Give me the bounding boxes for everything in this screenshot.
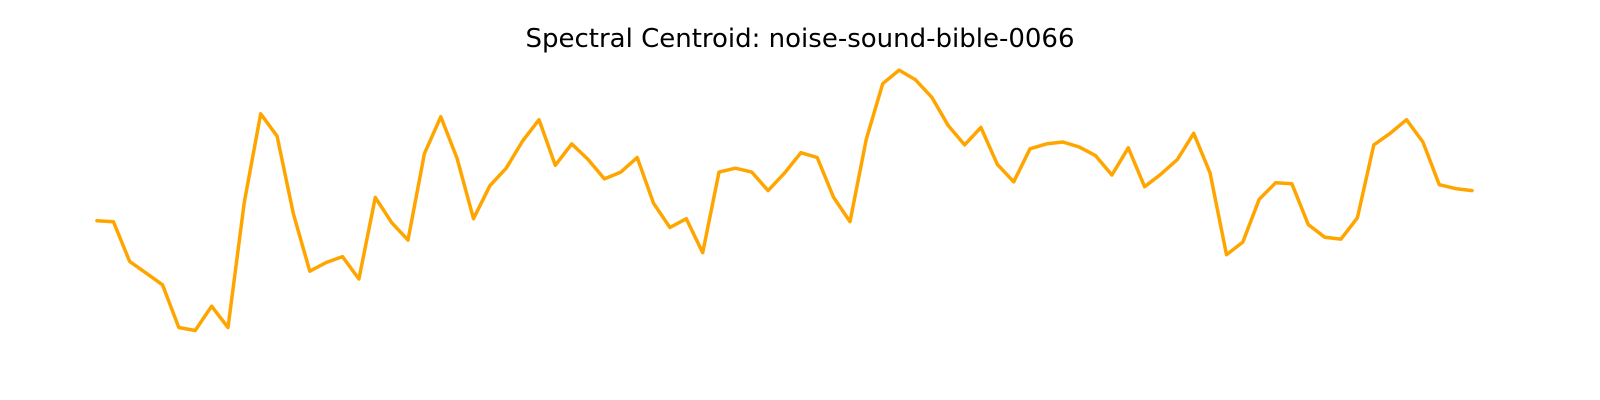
chart-title: Spectral Centroid: noise-sound-bible-006… bbox=[525, 24, 1075, 54]
series-line-0 bbox=[95, 68, 1474, 333]
series-layer bbox=[95, 68, 1474, 333]
